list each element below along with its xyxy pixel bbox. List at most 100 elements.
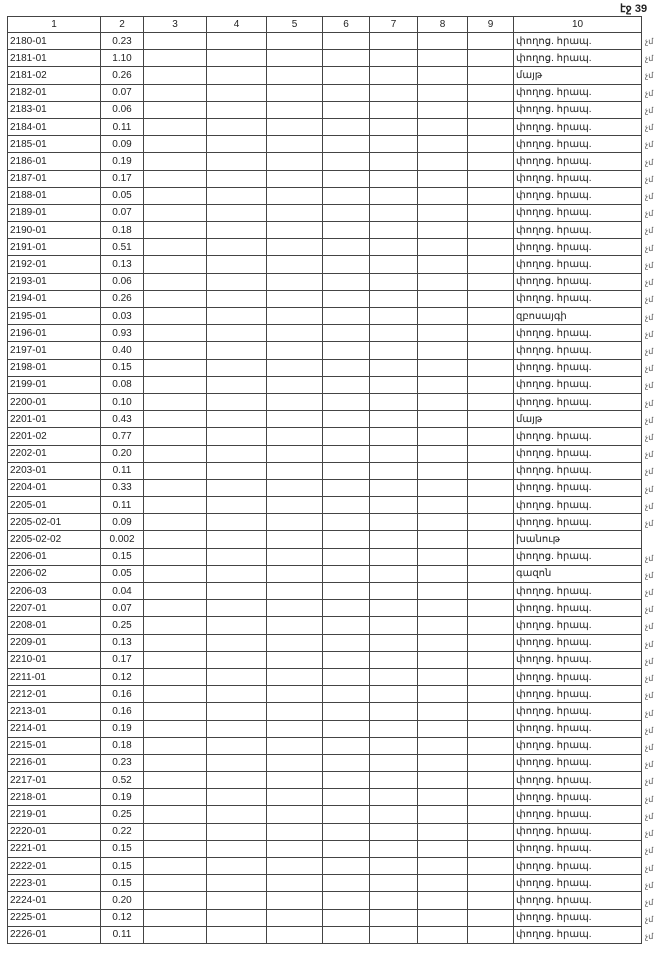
cell-type: փողոց. հրապ. (513, 547, 642, 566)
cell-empty (206, 822, 267, 841)
cell-empty (369, 375, 418, 394)
cell-empty (206, 392, 267, 412)
cell-empty (417, 856, 468, 876)
margin-mark: չմ (645, 415, 654, 425)
margin-mark: չմ (645, 381, 654, 391)
cell-code: 2195-01 (7, 306, 101, 326)
column-header-8: 8 (417, 16, 468, 33)
cell-empty (369, 547, 418, 566)
cell-empty (467, 375, 514, 394)
cell-type: փողոց. հրապ. (513, 478, 642, 498)
cell-code: 2203-01 (7, 461, 101, 480)
cell-type: փողոց. հրապ. (513, 599, 642, 618)
cell-empty (143, 49, 207, 68)
cell-empty (206, 599, 267, 618)
column-header-9: 9 (467, 16, 514, 33)
table-row: 2226-01 0.11 փողոց. հրապ. (7, 925, 642, 944)
cell-empty (266, 874, 323, 893)
cell-empty (143, 272, 207, 291)
cell-empty (206, 135, 267, 154)
cell-empty (322, 530, 370, 549)
cell-type: փողոց. հրապ. (513, 375, 642, 394)
cell-empty (467, 49, 514, 68)
cell-empty (206, 117, 267, 137)
cell-empty (322, 805, 370, 824)
cell-value: 0.06 (100, 272, 144, 291)
table-row: 2206-01 0.15 փողոց. հրապ. (7, 547, 642, 566)
cell-empty (467, 513, 514, 532)
cell-value: 0.13 (100, 633, 144, 652)
cell-empty (143, 719, 207, 738)
cell-value: 1.10 (100, 49, 144, 68)
cell-type: փողոց. հրապ. (513, 255, 642, 274)
cell-empty (206, 839, 267, 859)
cell-type: փողոց. հրապ. (513, 152, 642, 171)
cell-empty (206, 100, 267, 119)
cell-empty (143, 358, 207, 377)
cell-empty (369, 839, 418, 859)
cell-value: 0.16 (100, 702, 144, 721)
cell-code: 2181-02 (7, 66, 101, 85)
cell-empty (369, 203, 418, 223)
margin-mark: չմ (645, 37, 654, 46)
cell-empty (206, 891, 267, 910)
cell-code: 2183-01 (7, 100, 101, 119)
cell-empty (417, 805, 468, 824)
cell-empty (266, 324, 323, 343)
cell-value: 0.15 (100, 547, 144, 566)
cell-empty (417, 186, 468, 205)
cell-empty (322, 444, 370, 463)
cell-empty (417, 272, 468, 291)
margin-mark: չմ (645, 312, 654, 322)
table-row: 2182-01 0.07 փողոց. հրապ. (7, 83, 642, 102)
cell-empty (369, 169, 418, 188)
cell-empty (467, 169, 514, 188)
cell-value: 0.11 (100, 496, 144, 515)
cell-empty (143, 135, 207, 154)
cell-empty (206, 513, 267, 532)
cell-empty (206, 736, 267, 755)
cell-code: 2204-01 (7, 478, 101, 498)
cell-empty (143, 856, 207, 876)
cell-empty (266, 186, 323, 205)
cell-empty (322, 392, 370, 412)
cell-empty (417, 461, 468, 480)
table-row: 2181-02 0.26 մայթ (7, 66, 642, 85)
cell-empty (369, 702, 418, 721)
cell-empty (369, 31, 418, 51)
table-row: 2215-01 0.18 փողոց. հրապ. (7, 736, 642, 755)
cell-type: փողոց. հրապ. (513, 100, 642, 119)
cell-empty (417, 667, 468, 687)
table-row: 2194-01 0.26 փողոց. հրապ. (7, 289, 642, 309)
cell-empty (369, 650, 418, 669)
cell-empty (467, 135, 514, 154)
cell-empty (369, 925, 418, 944)
cell-empty (417, 616, 468, 635)
cell-empty (206, 238, 267, 257)
table-row: 2187-01 0.17 փողոց. հրապ. (7, 169, 642, 188)
cell-empty (322, 771, 370, 790)
cell-empty (369, 238, 418, 257)
cell-empty (467, 496, 514, 515)
table-row: 2205-01 0.11 փողոց. հրապ. (7, 496, 642, 515)
cell-empty (467, 547, 514, 566)
margin-mark: չմ (645, 260, 654, 270)
margin-mark: չմ (645, 656, 654, 666)
cell-value: 0.19 (100, 788, 144, 807)
cell-empty (266, 805, 323, 824)
cell-empty (143, 410, 207, 429)
cell-empty (266, 771, 323, 790)
cell-code: 2213-01 (7, 702, 101, 721)
cell-empty (322, 341, 370, 360)
cell-value: 0.09 (100, 513, 144, 532)
column-header-3: 3 (143, 16, 207, 33)
margin-mark: չմ (645, 760, 654, 770)
cell-value: 0.15 (100, 856, 144, 876)
cell-empty (417, 530, 468, 549)
margin-mark: չմ (645, 605, 654, 615)
margin-mark: չմ (645, 897, 654, 907)
cell-code: 2199-01 (7, 375, 101, 394)
cell-empty (206, 753, 267, 773)
cell-empty (322, 410, 370, 429)
cell-value: 0.19 (100, 719, 144, 738)
